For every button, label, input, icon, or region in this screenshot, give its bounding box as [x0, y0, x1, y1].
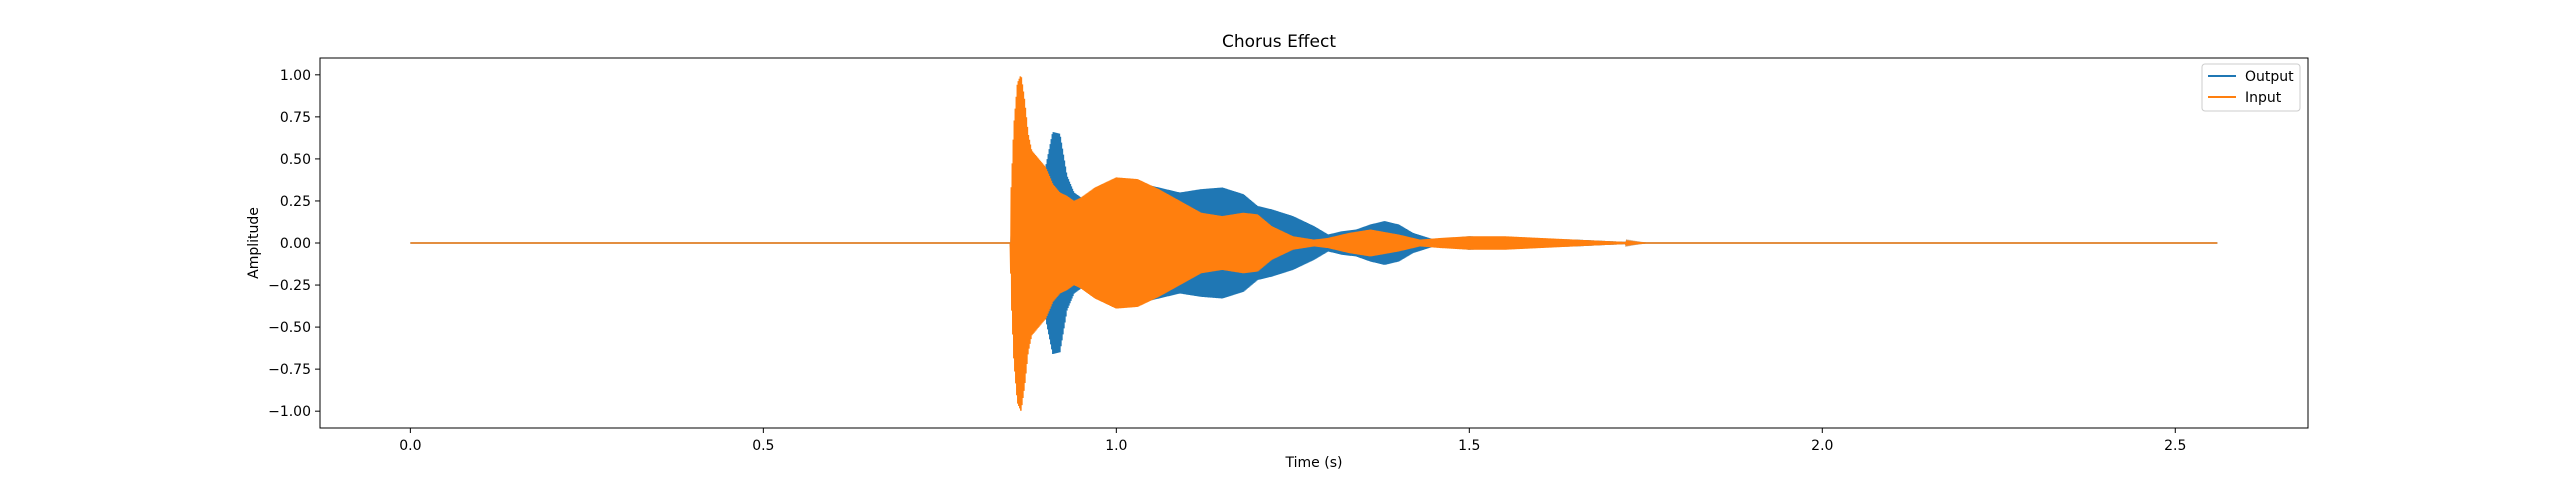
y-tick-label: −0.75: [268, 362, 311, 378]
y-tick-label: 0.00: [280, 236, 311, 252]
x-tick-label: 0.5: [752, 438, 774, 454]
x-tick-label: 0.0: [399, 438, 421, 454]
x-tick-label: 2.0: [1811, 438, 1833, 454]
x-axis-label: Time (s): [1285, 455, 1343, 471]
y-tick-label: −0.50: [268, 320, 311, 336]
x-axis-ticks: 0.0 0.5 1.0 1.5 2.0 2.5: [399, 428, 2186, 454]
legend-label-output: Output: [2245, 69, 2294, 85]
y-tick-label: 0.75: [280, 110, 311, 126]
series-line-input: [410, 76, 2218, 411]
chart-title: Chorus Effect: [1222, 32, 1336, 52]
x-tick-label: 1.5: [1458, 438, 1480, 454]
y-tick-label: −0.25: [268, 278, 311, 294]
y-tick-label: 0.25: [280, 194, 311, 210]
y-tick-label: 1.00: [280, 68, 311, 84]
y-tick-label: 0.50: [280, 152, 311, 168]
legend: Output Input: [2201, 63, 2301, 112]
y-axis-label: Amplitude: [246, 207, 262, 279]
legend-label-input: Input: [2245, 90, 2282, 106]
y-tick-label: −1.00: [268, 404, 311, 420]
plot-frame: [319, 57, 2309, 429]
x-tick-label: 1.0: [1105, 438, 1127, 454]
y-axis-ticks: 1.00 0.75 0.50 0.25 0.00 −0.25 −0.50 −0.75 −1.00: [268, 68, 320, 420]
series-layer: [410, 76, 2218, 411]
x-tick-label: 2.5: [2164, 438, 2186, 454]
